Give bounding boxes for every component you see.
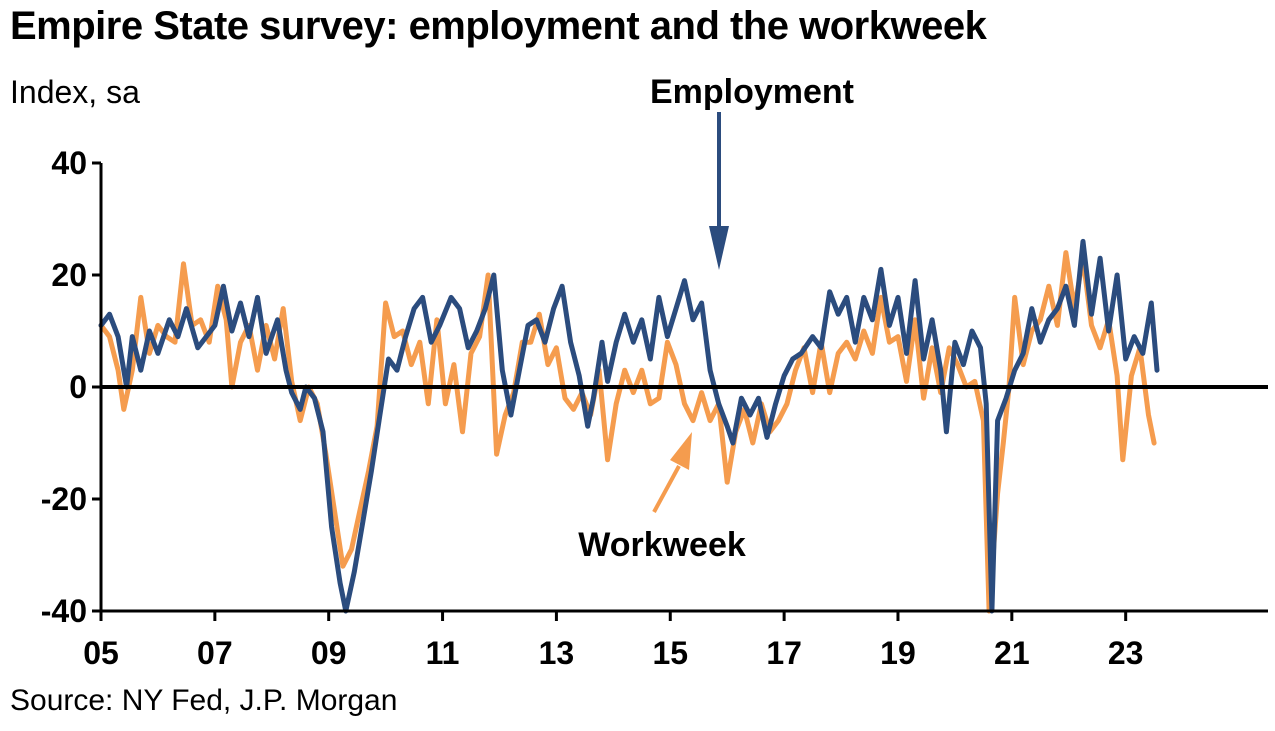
y-tick-label: 0 (69, 369, 87, 405)
chart-title: Empire State survey: employment and the … (10, 4, 987, 48)
x-tick-label: 15 (652, 635, 688, 671)
x-tick-label: 23 (1108, 635, 1144, 671)
source-note: Source: NY Fed, J.P. Morgan (10, 684, 398, 717)
x-tick-label: 09 (311, 635, 347, 671)
y-axis-ticks: 40 20 0 -20 -40 (41, 145, 101, 629)
x-tick-label: 21 (994, 635, 1030, 671)
x-tick-label: 05 (83, 635, 119, 671)
workweek-label: Workweek (578, 526, 746, 564)
x-tick-label: 11 (426, 635, 460, 671)
x-tick-label: 07 (197, 635, 233, 671)
annotations: Employment Workweek (578, 73, 854, 564)
employment-arrow-head (709, 226, 729, 270)
y-tick-label: 40 (51, 145, 87, 181)
y-tick-label: -40 (41, 593, 87, 629)
x-axis-ticks: 05 07 09 11 13 15 17 19 21 23 (83, 611, 1143, 671)
axes (99, 163, 1268, 613)
y-unit-label: Index, sa (10, 74, 140, 110)
employment-label: Employment (650, 73, 854, 111)
x-tick-label: 13 (539, 635, 575, 671)
workweek-arrow-head (670, 432, 692, 470)
x-tick-label: 17 (766, 635, 802, 671)
workweek-arrow-shaft (652, 465, 681, 513)
y-tick-label: 20 (51, 257, 87, 293)
series-line-employment (98, 238, 1160, 614)
x-tick-label: 19 (880, 635, 916, 671)
y-tick-label: -20 (41, 481, 87, 517)
